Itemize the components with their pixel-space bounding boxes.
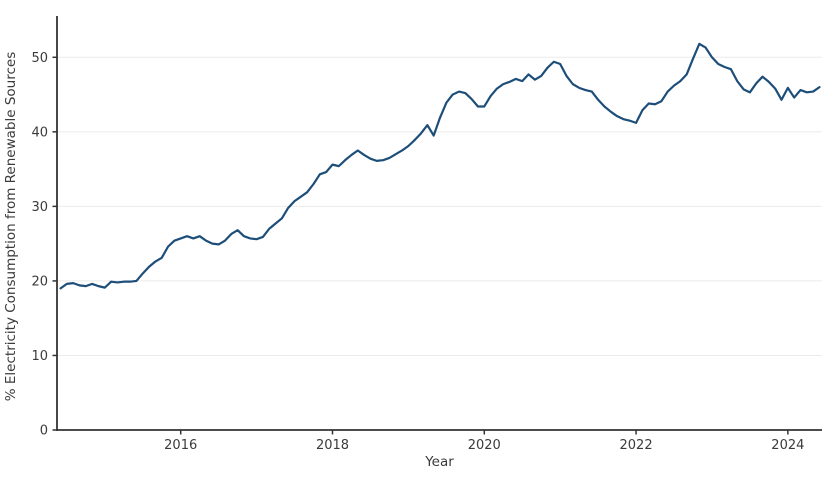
y-tick-label: 10	[31, 349, 48, 364]
x-tick-label: 2016	[164, 438, 197, 453]
data-line	[59, 42, 821, 290]
x-axis-title: Year	[424, 454, 454, 470]
y-tick-label: 0	[40, 424, 48, 439]
y-axis-ticks: 0 10 20 30 40 50	[31, 51, 57, 439]
gridlines	[57, 56, 822, 356]
axes-spines	[56, 16, 822, 431]
x-tick-label: 2024	[771, 438, 804, 453]
x-axis-ticks: 2016 2018 2020 2022 2024	[164, 430, 804, 453]
y-tick-label: 40	[31, 125, 48, 140]
y-tick-label: 50	[31, 51, 48, 66]
y-tick-label: 30	[31, 200, 48, 215]
x-tick-label: 2018	[316, 438, 349, 453]
x-tick-label: 2020	[468, 438, 501, 453]
y-axis-title: % Electricity Consumption from Renewable…	[3, 52, 19, 401]
y-tick-label: 20	[31, 274, 48, 289]
x-tick-label: 2022	[620, 438, 653, 453]
